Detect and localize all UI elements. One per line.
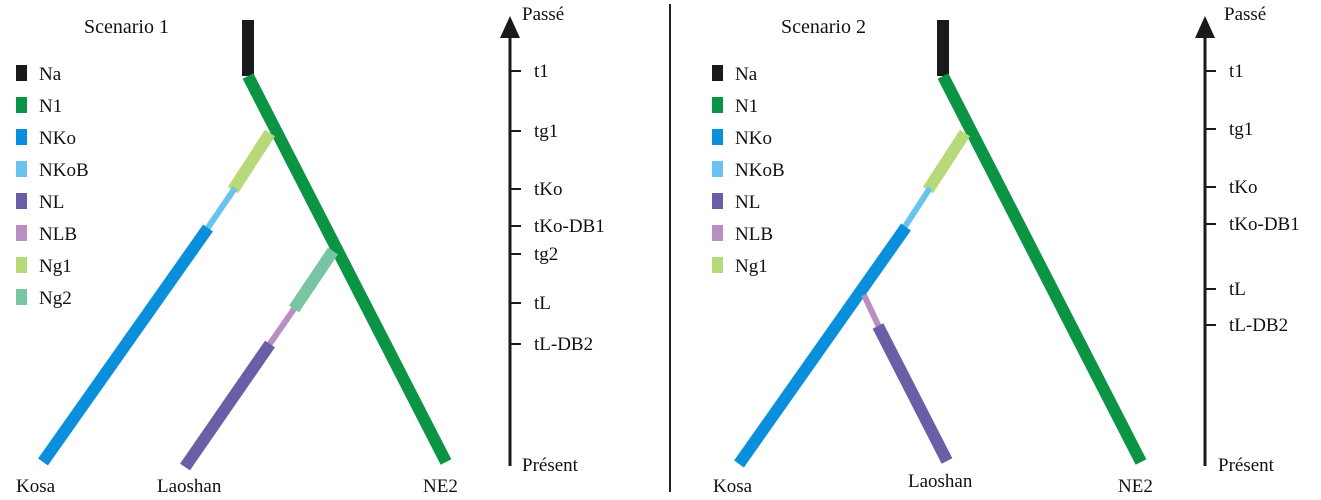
- legend-swatch-nlb: [712, 225, 723, 241]
- branch-nko-kosa: [38, 224, 213, 466]
- legend-swatch-ng2: [16, 289, 27, 305]
- tick-label-tko-db1: tKo-DB1: [534, 216, 605, 237]
- scenario-1-legend: Na N1 NKo NKoB NL NLB Ng1 Ng2: [16, 64, 89, 309]
- branch-nkob: [901, 186, 933, 230]
- legend-swatch-nkob: [712, 161, 723, 177]
- legend-swatch-ng1: [16, 257, 27, 273]
- tick-label-tko-db1: tKo-DB1: [1229, 214, 1300, 235]
- tick-label-tko: tKo: [534, 179, 563, 200]
- legend-label-nlb: NLB: [735, 224, 773, 245]
- branch-ng1: [227, 129, 276, 194]
- pop-label-kosa: Kosa: [713, 476, 753, 497]
- legend-swatch-nl: [16, 193, 27, 209]
- axis-arrow-icon: [500, 16, 520, 38]
- branch-n1-ne2: [937, 73, 1147, 465]
- tick-label-tg2: tg2: [534, 244, 558, 265]
- legend-label-ng1: Ng1: [39, 256, 72, 277]
- legend-swatch-nlb: [16, 225, 27, 241]
- axis-top-label: Passé: [522, 4, 564, 25]
- branch-ng1: [922, 129, 971, 194]
- legend-label-nko: NKo: [735, 128, 772, 149]
- axis-arrow-icon: [1195, 16, 1215, 38]
- pop-label-laoshan: Laoshan: [157, 476, 222, 497]
- axis-bottom-label: Présent: [1218, 455, 1275, 476]
- legend-swatch-nl: [712, 193, 723, 209]
- legend-label-na: Na: [735, 64, 758, 85]
- scenario-2-legend: Na N1 NKo NKoB NL NLB Ng1: [712, 64, 785, 277]
- legend-label-ng2: Ng2: [39, 288, 72, 309]
- legend-swatch-nkob: [16, 161, 27, 177]
- scenario-2-title: Scenario 2: [781, 16, 866, 38]
- legend-label-nkob: NKoB: [735, 160, 785, 181]
- branch-nl-laoshan: [872, 323, 953, 464]
- tick-label-t1: t1: [1229, 61, 1244, 82]
- scenario-1-time-axis: Passé Présent t1 tg1 tKo tKo-DB1 tg2 tL …: [500, 4, 605, 476]
- axis-top-label: Passé: [1224, 4, 1266, 25]
- branch-nlb: [266, 307, 297, 347]
- branch-nko-kosa: [734, 223, 911, 468]
- legend-label-n1: N1: [39, 96, 62, 117]
- pop-label-ne2: NE2: [1118, 476, 1153, 497]
- legend-label-nlb: NLB: [39, 224, 77, 245]
- tick-label-t1: t1: [534, 61, 549, 82]
- legend-swatch-na: [16, 65, 27, 81]
- scenario-2-tree: [734, 20, 1147, 468]
- legend-swatch-n1: [16, 97, 27, 113]
- legend-swatch-ng1: [712, 257, 723, 273]
- tick-label-tl: tL: [1229, 279, 1246, 300]
- branch-nl-laoshan: [180, 340, 275, 471]
- legend-swatch-nko: [16, 129, 27, 145]
- scenario-2-time-axis: Passé Présent t1 tg1 tKo tKo-DB1 tL tL-D…: [1195, 4, 1300, 476]
- branch-n1-ne2: [242, 73, 452, 465]
- legend-swatch-n1: [712, 97, 723, 113]
- legend-label-ng1: Ng1: [735, 256, 768, 277]
- axis-bottom-label: Présent: [522, 455, 579, 476]
- tick-label-tg1: tg1: [1229, 119, 1253, 140]
- branch-ng2: [289, 247, 338, 313]
- legend-swatch-na: [712, 65, 723, 81]
- tick-label-tko: tKo: [1229, 177, 1258, 198]
- scenario-1-title: Scenario 1: [84, 16, 169, 38]
- pop-label-kosa: Kosa: [16, 476, 56, 497]
- legend-swatch-nko: [712, 129, 723, 145]
- branch-nkob: [204, 186, 238, 231]
- branch-nlb: [861, 293, 882, 329]
- pop-label-laoshan: Laoshan: [908, 471, 973, 492]
- scenario-2-panel: Scenario 2 Na N1 NKo NKoB NL NLB Ng1: [712, 4, 1300, 497]
- tick-label-tg1: tg1: [534, 121, 558, 142]
- tick-label-tl-db2: tL-DB2: [1229, 315, 1288, 336]
- legend-label-n1: N1: [735, 96, 758, 117]
- tick-label-tl: tL: [534, 293, 551, 314]
- pop-label-ne2: NE2: [423, 476, 458, 497]
- scenario-1-panel: Scenario 1 Na N1 NKo NKoB NL NLB Ng1 Ng2: [16, 4, 605, 497]
- scenario-1-tree: [38, 20, 452, 471]
- tick-label-tl-db2: tL-DB2: [534, 334, 593, 355]
- legend-label-nl: NL: [39, 192, 64, 213]
- legend-label-na: Na: [39, 64, 62, 85]
- legend-label-nko: NKo: [39, 128, 76, 149]
- legend-label-nkob: NKoB: [39, 160, 89, 181]
- legend-label-nl: NL: [735, 192, 760, 213]
